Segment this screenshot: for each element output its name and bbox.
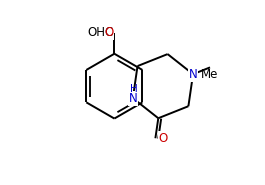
Text: OHC: OHC	[87, 26, 113, 39]
Text: N: N	[189, 68, 197, 81]
Text: O: O	[159, 132, 168, 145]
Text: N: N	[129, 92, 137, 105]
Text: Me: Me	[201, 68, 219, 81]
Text: H: H	[130, 84, 138, 94]
Text: OHC: OHC	[87, 26, 113, 39]
Text: O: O	[104, 26, 113, 39]
